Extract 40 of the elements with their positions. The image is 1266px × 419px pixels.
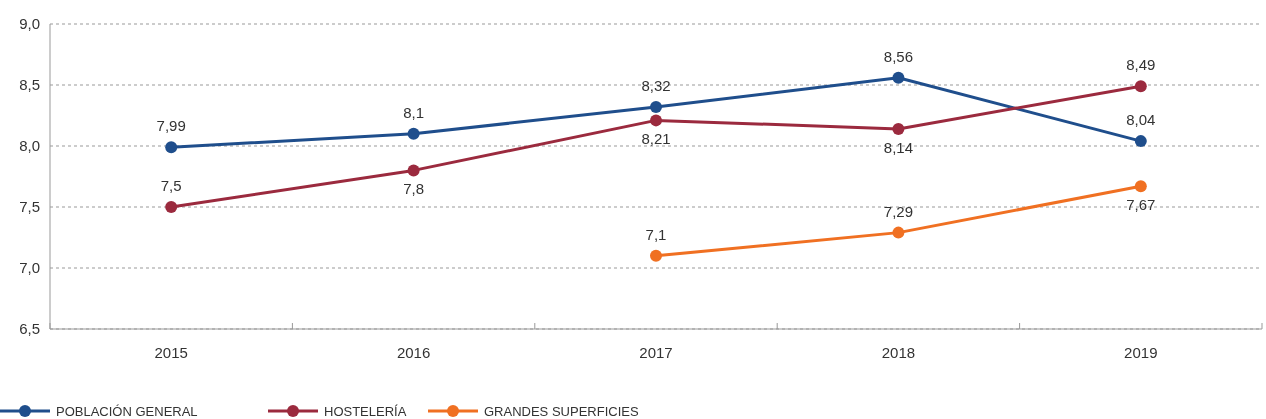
legend-label: POBLACIÓN GENERAL bbox=[56, 404, 198, 419]
point bbox=[407, 127, 420, 140]
point bbox=[892, 226, 905, 239]
data-label: 8,49 bbox=[1126, 56, 1156, 74]
x-tick-label: 2016 bbox=[396, 344, 431, 361]
point bbox=[165, 201, 178, 213]
x-tick-label: 2015 bbox=[154, 344, 188, 361]
y-tick-label: 6,5 bbox=[19, 320, 40, 337]
point bbox=[165, 141, 178, 154]
data-label: 8,32 bbox=[641, 76, 671, 94]
point bbox=[650, 114, 662, 127]
y-tick-label: 8,0 bbox=[19, 137, 40, 154]
point bbox=[650, 249, 662, 262]
data-label: 8,14 bbox=[883, 138, 913, 156]
point bbox=[650, 100, 662, 113]
point bbox=[892, 122, 905, 135]
point bbox=[1134, 180, 1147, 193]
y-tick-label: 7,0 bbox=[19, 259, 40, 276]
y-tick-label: 7,5 bbox=[19, 198, 40, 215]
data-label: 7,29 bbox=[883, 202, 913, 220]
legend-label: HOSTELERÍA bbox=[324, 404, 407, 419]
data-label: 7,99 bbox=[156, 117, 186, 135]
point bbox=[1134, 135, 1147, 148]
data-label: 8,04 bbox=[1126, 111, 1156, 129]
legend-label: GRANDES SUPERFICIES bbox=[484, 404, 639, 419]
data-label: 7,8 bbox=[403, 180, 425, 198]
point bbox=[407, 164, 420, 177]
data-label: 8,1 bbox=[403, 103, 425, 121]
data-label: 7,1 bbox=[645, 225, 667, 243]
data-label: 7,67 bbox=[1126, 196, 1156, 214]
data-label: 7,5 bbox=[160, 177, 182, 194]
x-tick-label: 2017 bbox=[639, 344, 673, 361]
y-tick-label: 8,5 bbox=[19, 76, 40, 93]
x-tick-label: 2018 bbox=[881, 344, 916, 361]
data-label: 8,21 bbox=[641, 130, 671, 148]
x-tick-label: 2019 bbox=[1124, 344, 1158, 361]
point bbox=[1134, 80, 1147, 93]
y-tick-label: 9,0 bbox=[19, 15, 40, 32]
data-label: 8,56 bbox=[883, 47, 913, 65]
point bbox=[892, 71, 905, 84]
